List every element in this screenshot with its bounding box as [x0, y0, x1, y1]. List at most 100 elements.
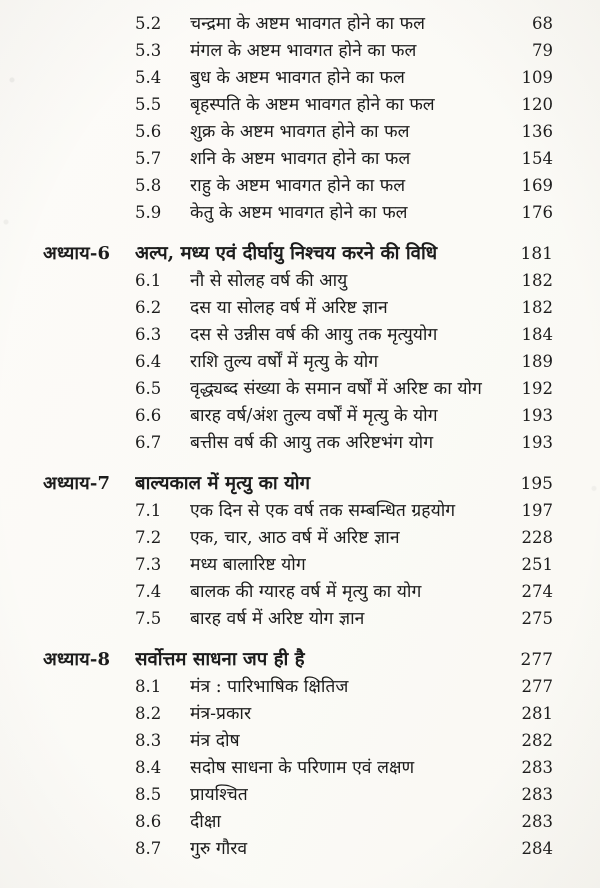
chapter-label: अध्याय-7: [43, 473, 111, 494]
section-number: 6.7: [135, 433, 162, 452]
page-number: 197: [521, 501, 554, 520]
entry-title: गुरु गौरव: [190, 839, 248, 859]
toc-row: 7.4 बालक की ग्यारह वर्ष में मृत्यु का यो…: [43, 578, 553, 605]
section-number: 6.3: [135, 325, 162, 344]
page-number: 251: [521, 555, 554, 574]
section-number: 5.4: [135, 68, 162, 87]
page-number: 181: [520, 244, 553, 264]
entry-title: राहु के अष्टम भावगत होने का फल: [190, 176, 406, 196]
toc-row: 8.1 मंत्र : पारिभाषिक क्षितिज 277: [43, 673, 553, 700]
entry-title: बुध के अष्टम भावगत होने का फल: [190, 68, 405, 88]
section-number: 8.6: [135, 812, 162, 831]
section-number: 7.4: [135, 582, 162, 601]
toc-row: 6.4 राशि तुल्य वर्षों में मृत्यु के योग …: [43, 348, 553, 375]
section-number: 8.3: [135, 731, 162, 750]
page-number: 192: [521, 379, 554, 398]
entry-title: मंत्र-प्रकार: [190, 704, 252, 724]
toc-row: 8.2 मंत्र-प्रकार 281: [43, 700, 553, 727]
section-number: 6.6: [135, 406, 162, 425]
entry-title: बाल्यकाल में मृत्यु का योग: [135, 473, 311, 494]
section-number: 8.4: [135, 758, 162, 777]
toc-row: 8.5 प्रायश्चित 283: [43, 781, 553, 808]
toc-row: 5.2 चन्द्रमा के अष्टम भावगत होने का फल 6…: [43, 10, 553, 37]
entry-title: नौ से सोलह वर्ष की आयु: [190, 271, 348, 291]
toc-row: 8.3 मंत्र दोष 282: [43, 727, 553, 754]
toc-row: 6.1 नौ से सोलह वर्ष की आयु 182: [43, 267, 553, 294]
section-number: 6.1: [135, 271, 162, 290]
section-number: 5.6: [135, 122, 162, 141]
entry-title: मंत्र दोष: [190, 731, 240, 751]
page-number: 195: [520, 474, 553, 494]
toc-row: 6.2 दस या सोलह वर्ष में अरिष्ट ज्ञान 182: [43, 294, 553, 321]
entry-title: राशि तुल्य वर्षों में मृत्यु के योग: [190, 352, 379, 372]
toc-row: 5.5 बृहस्पति के अष्टम भावगत होने का फल 1…: [43, 91, 553, 118]
entry-title: चन्द्रमा के अष्टम भावगत होने का फल: [190, 14, 425, 34]
entry-title: दस से उन्नीस वर्ष की आयु तक मृत्युयोग: [190, 325, 438, 345]
section-number: 5.5: [135, 95, 162, 114]
section-number: 6.5: [135, 379, 162, 398]
page-number: 182: [521, 298, 554, 317]
entry-title: बत्तीस वर्ष की आयु तक अरिष्टभंग योग: [190, 433, 434, 453]
entry-title: एक, चार, आठ वर्ष में अरिष्ट ज्ञान: [190, 528, 400, 548]
entry-title: बालक की ग्यारह वर्ष में मृत्यु का योग: [190, 582, 422, 602]
toc-row: 7.3 मध्य बालारिष्ट योग 251: [43, 551, 553, 578]
toc-row: 5.7 शनि के अष्टम भावगत होने का फल 154: [43, 145, 553, 172]
entry-title: सर्वोत्तम साधना जप ही है: [135, 649, 305, 670]
chapter-label: अध्याय-8: [43, 649, 111, 670]
page-number: 182: [521, 271, 554, 290]
entry-title: दस या सोलह वर्ष में अरिष्ट ज्ञान: [190, 298, 388, 318]
page-number: 154: [521, 149, 554, 168]
page-number: 68: [532, 14, 553, 33]
section-number: 7.5: [135, 609, 162, 628]
page-number: 189: [521, 352, 554, 371]
page-number: 284: [521, 839, 554, 858]
page-number: 176: [521, 203, 554, 222]
toc-row: 7.2 एक, चार, आठ वर्ष में अरिष्ट ज्ञान 22…: [43, 524, 553, 551]
section-number: 5.7: [135, 149, 162, 168]
entry-title: वृद्ध्यब्द संख्या के समान वर्षों में अरि…: [190, 379, 482, 399]
entry-title: बारह वर्ष/अंश तुल्य वर्षों में मृत्यु के…: [190, 406, 438, 426]
section-number: 8.5: [135, 785, 162, 804]
entry-title: मंत्र : पारिभाषिक क्षितिज: [190, 677, 349, 697]
entry-title: बृहस्पति के अष्टम भावगत होने का फल: [190, 95, 435, 115]
toc-row: 6.6 बारह वर्ष/अंश तुल्य वर्षों में मृत्य…: [43, 402, 553, 429]
section-number: 8.7: [135, 839, 162, 858]
toc-row: 5.9 केतु के अष्टम भावगत होने का फल 176: [43, 199, 553, 226]
page-number: 277: [520, 650, 553, 670]
toc-row: अध्याय-7 बाल्यकाल में मृत्यु का योग 195: [43, 470, 553, 497]
toc-row: 8.6 दीक्षा 283: [43, 808, 553, 835]
toc-row: 8.7 गुरु गौरव 284: [43, 835, 553, 862]
toc-row: अध्याय-8 सर्वोत्तम साधना जप ही है 277: [43, 646, 553, 673]
page-number: 274: [521, 582, 554, 601]
section-number: 5.3: [135, 41, 162, 60]
entry-title: सदोष साधना के परिणाम एवं लक्षण: [190, 758, 415, 778]
toc-row: अध्याय-6 अल्प, मध्य एवं दीर्घायु निश्चय …: [43, 240, 553, 267]
section-number: 8.1: [135, 677, 162, 696]
toc-row: 5.6 शुक्र के अष्टम भावगत होने का फल 136: [43, 118, 553, 145]
section-number: 6.4: [135, 352, 162, 371]
toc-row: 6.5 वृद्ध्यब्द संख्या के समान वर्षों में…: [43, 375, 553, 402]
page-number: 283: [521, 758, 554, 777]
entry-title: दीक्षा: [190, 812, 221, 832]
toc-row: 7.5 बारह वर्ष में अरिष्ट योग ज्ञान 275: [43, 605, 553, 632]
toc-row: 6.3 दस से उन्नीस वर्ष की आयु तक मृत्युयो…: [43, 321, 553, 348]
section-number: 7.2: [135, 528, 162, 547]
entry-title: शनि के अष्टम भावगत होने का फल: [190, 149, 411, 169]
page-number: 193: [521, 406, 554, 425]
section-number: 6.2: [135, 298, 162, 317]
toc-row: 7.1 एक दिन से एक वर्ष तक सम्बन्धित ग्रहय…: [43, 497, 553, 524]
toc-rows: 5.2 चन्द्रमा के अष्टम भावगत होने का फल 6…: [43, 10, 553, 862]
section-number: 5.2: [135, 14, 162, 33]
entry-title: बारह वर्ष में अरिष्ट योग ज्ञान: [190, 609, 365, 629]
section-number: 8.2: [135, 704, 162, 723]
toc-row: 5.8 राहु के अष्टम भावगत होने का फल 169: [43, 172, 553, 199]
chapter-label: अध्याय-6: [43, 243, 111, 264]
entry-title: अल्प, मध्य एवं दीर्घायु निश्चय करने की व…: [135, 243, 438, 264]
entry-title: मध्य बालारिष्ट योग: [190, 555, 306, 575]
entry-title: एक दिन से एक वर्ष तक सम्बन्धित ग्रहयोग: [190, 501, 456, 521]
entry-title: केतु के अष्टम भावगत होने का फल: [190, 203, 408, 223]
entry-title: प्रायश्चित: [190, 785, 248, 805]
page-number: 193: [521, 433, 554, 452]
page-number: 275: [521, 609, 554, 628]
toc-row: 5.3 मंगल के अष्टम भावगत होने का फल 79: [43, 37, 553, 64]
